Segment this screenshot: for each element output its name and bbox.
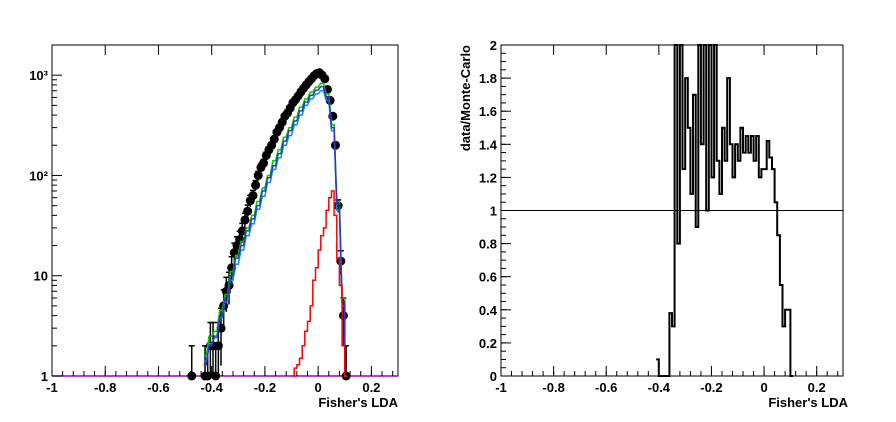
right-y-ticks: 0 0.2 0.4 0.6 0.8 1 1.2 1.4 1.6 1.8 2 (479, 38, 511, 384)
left-x-ticks: -1 -0.8 -0.6 -0.4 -0.2 0 0.2 (46, 45, 394, 395)
left-y-tick-label: 10² (29, 168, 48, 183)
left-series-4-line (291, 190, 348, 377)
right-x-tick-label: -0.8 (542, 380, 564, 395)
right-y-tick-label: 1.6 (479, 104, 497, 119)
right-x-ticks: -1 -0.8 -0.6 -0.4 -0.2 0 0.2 (495, 45, 839, 395)
left-data-point (251, 180, 261, 190)
right-y-tick-label: 0.4 (479, 303, 498, 318)
left-data-point (259, 158, 269, 168)
left-x-tick-label: -0.2 (254, 380, 276, 395)
right-y-tick-label: 0.8 (479, 237, 497, 252)
left-y-tick-label: 10 (34, 269, 48, 284)
right-x-tick-label: -0.4 (648, 380, 671, 395)
left-series-marks (52, 68, 398, 381)
right-y-tick-label: 1 (490, 204, 497, 219)
left-data-point (333, 201, 343, 211)
left-x-tick-label: -1 (46, 380, 58, 395)
right-y-axis-title: data/Monte-Carlo (458, 45, 473, 151)
left-data-point (269, 134, 279, 144)
right-y-tick-label: 1.4 (479, 137, 498, 152)
left-x-tick-label: -0.8 (94, 380, 116, 395)
right-x-tick-label: -1 (495, 380, 507, 395)
right-x-tick-label: -0.2 (700, 380, 722, 395)
right-y-tick-label: 0.2 (479, 336, 497, 351)
left-data-point (320, 74, 330, 84)
left-data-point (325, 95, 335, 105)
left-x-tick-label: -0.6 (147, 380, 169, 395)
left-data-point (243, 206, 253, 216)
left-data-point (187, 371, 197, 381)
left-data-point (248, 191, 258, 201)
right-y-tick-label: 2 (490, 38, 497, 53)
right-series-marks (656, 44, 793, 377)
left-x-tick-label: 0 (315, 380, 322, 395)
right-panel: -1 -0.8 -0.6 -0.4 -0.2 0 0.2 0 0.2 0.4 0.6 0.8 1 1.2… (458, 38, 849, 410)
left-data-point (338, 311, 348, 321)
right-y-tick-label: 0.6 (479, 270, 497, 285)
left-y-ticks: 1 10 10² 10³ (29, 44, 62, 384)
right-y-tick-label: 1.8 (479, 71, 497, 86)
right-x-tick-label: -0.6 (595, 380, 617, 395)
left-y-tick-label: 1 (41, 369, 48, 384)
right-x-tick-label: 0.2 (808, 380, 826, 395)
right-series-0-line (656, 44, 793, 377)
left-data-point (253, 170, 263, 180)
right-y-tick-label: 1.2 (479, 170, 497, 185)
left-series-3-line (203, 85, 348, 377)
right-y-tick-label: 0 (490, 369, 497, 384)
left-x-tick-label: -0.4 (200, 380, 223, 395)
left-panel: -1 -0.8 -0.6 -0.4 -0.2 0 0.2 1 10 10² 10³ Fisher'… (29, 44, 399, 410)
right-x-axis-title: Fisher's LDA (768, 395, 848, 410)
left-x-axis-title: Fisher's LDA (318, 395, 398, 410)
right-x-tick-label: 0 (760, 380, 767, 395)
left-x-tick-label: 0.2 (362, 380, 380, 395)
left-y-tick-label: 10³ (29, 68, 48, 83)
